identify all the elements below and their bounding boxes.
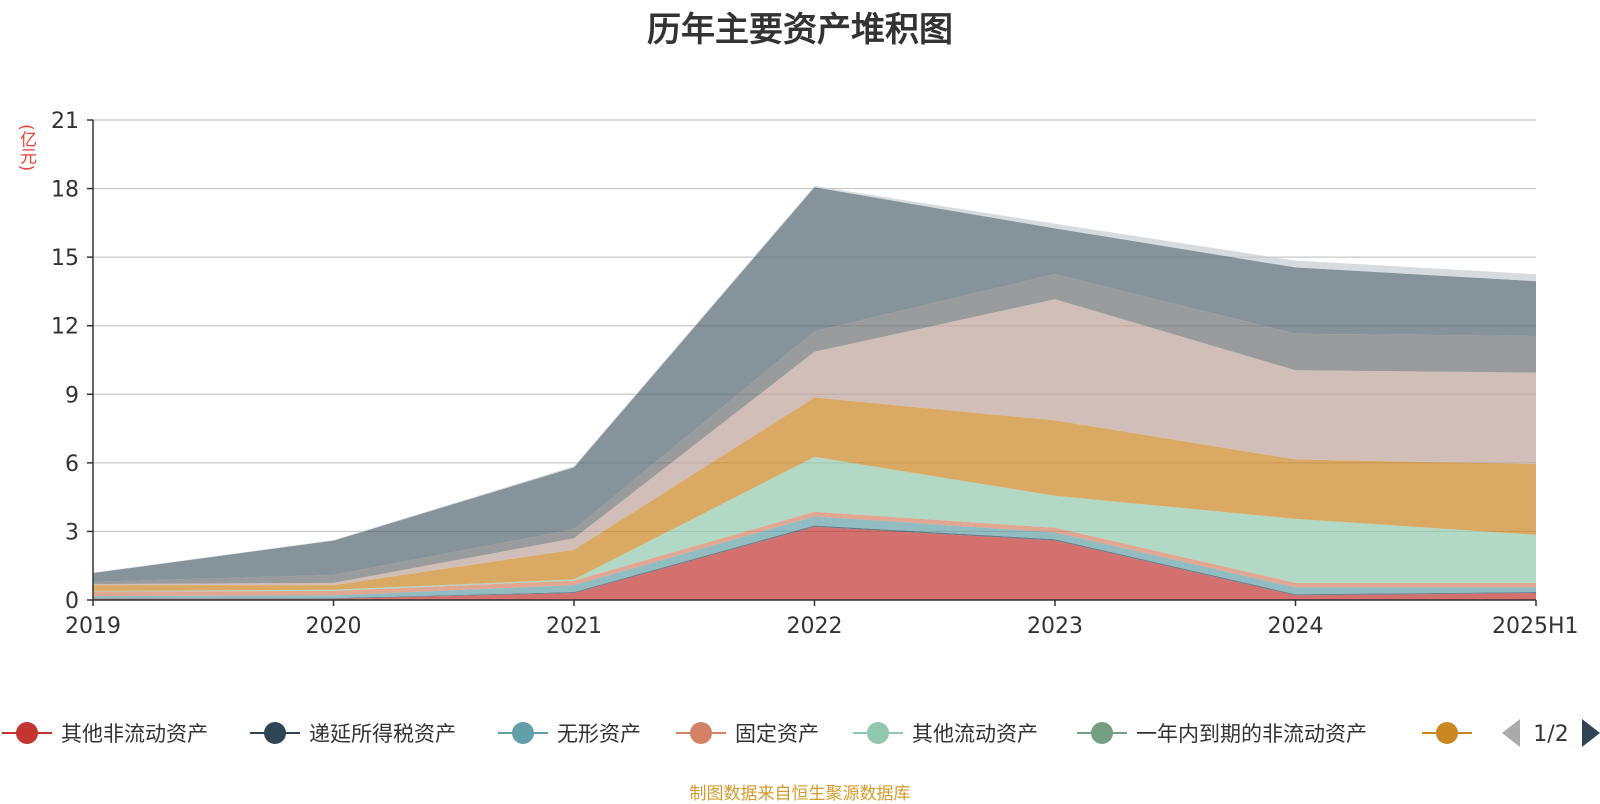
chart-title: 历年主要资产堆积图 bbox=[647, 10, 953, 50]
legend-item[interactable]: 其他非流动资产 bbox=[2, 722, 208, 746]
legend-item[interactable]: 固定资产 bbox=[676, 722, 819, 746]
legend-item[interactable] bbox=[1422, 722, 1472, 744]
legend-item[interactable]: 其他流动资产 bbox=[853, 722, 1038, 746]
y-tick-label: 15 bbox=[51, 246, 79, 271]
legend-item[interactable]: 无形资产 bbox=[498, 722, 641, 746]
area-series-4 bbox=[93, 456, 1536, 592]
legend-marker bbox=[16, 722, 38, 744]
legend: 其他非流动资产 递延所得税资产 无形资产 固定资产 其他流动资产 一年内到期的非流动资产 1… bbox=[2, 719, 1600, 747]
area-series-8 bbox=[93, 274, 1536, 584]
legend-item[interactable]: 一年内到期的非流动资产 bbox=[1077, 722, 1367, 746]
x-tick-label: 2020 bbox=[306, 614, 362, 639]
area-series-9 bbox=[93, 187, 1536, 582]
legend-marker bbox=[1436, 722, 1458, 744]
legend-label: 固定资产 bbox=[735, 722, 819, 746]
legend-label: 一年内到期的非流动资产 bbox=[1136, 722, 1367, 746]
area-series-2 bbox=[93, 516, 1536, 599]
axes: 0 3 6 9 12 15 18 21 2019 2020 2021 2022 2023 2024 2025… bbox=[51, 109, 1579, 639]
legend-label: 其他流动资产 bbox=[912, 722, 1038, 746]
y-tick-label: 12 bbox=[51, 315, 79, 340]
source-footer: 制图数据来自恒生聚源数据库 bbox=[689, 784, 911, 804]
x-tick-label: 2021 bbox=[546, 614, 602, 639]
legend-marker bbox=[867, 722, 889, 744]
y-tick-label: 21 bbox=[51, 109, 79, 134]
x-tick-label: 2025H1 bbox=[1492, 614, 1579, 639]
legend-item[interactable]: 递延所得税资产 bbox=[250, 722, 456, 746]
legend-marker bbox=[512, 722, 534, 744]
legend-marker bbox=[690, 722, 712, 744]
y-tick-label: 6 bbox=[65, 452, 79, 477]
legend-page-indicator: 1/2 bbox=[1533, 722, 1568, 747]
area-series bbox=[93, 186, 1536, 600]
area-series-7 bbox=[93, 299, 1536, 586]
area-series-0 bbox=[93, 526, 1536, 600]
legend-marker bbox=[264, 722, 286, 744]
x-tick-label: 2019 bbox=[65, 614, 121, 639]
y-tick-label: 0 bbox=[65, 589, 79, 614]
x-tick-label: 2023 bbox=[1027, 614, 1083, 639]
y-tick-label: 3 bbox=[65, 520, 79, 545]
y-tick-label: 18 bbox=[51, 178, 79, 203]
x-tick-label: 2022 bbox=[787, 614, 843, 639]
area-series-6 bbox=[93, 397, 1536, 591]
triangle-left-icon[interactable] bbox=[1502, 719, 1520, 747]
legend-label: 无形资产 bbox=[557, 722, 641, 746]
triangle-right-icon[interactable] bbox=[1582, 719, 1600, 747]
legend-label: 其他非流动资产 bbox=[61, 722, 208, 746]
y-axis-unit: (亿元) bbox=[16, 124, 36, 172]
legend-marker bbox=[1091, 722, 1113, 744]
x-tick-label: 2024 bbox=[1268, 614, 1324, 639]
legend-label: 递延所得税资产 bbox=[309, 722, 456, 746]
y-tick-label: 9 bbox=[65, 383, 79, 408]
